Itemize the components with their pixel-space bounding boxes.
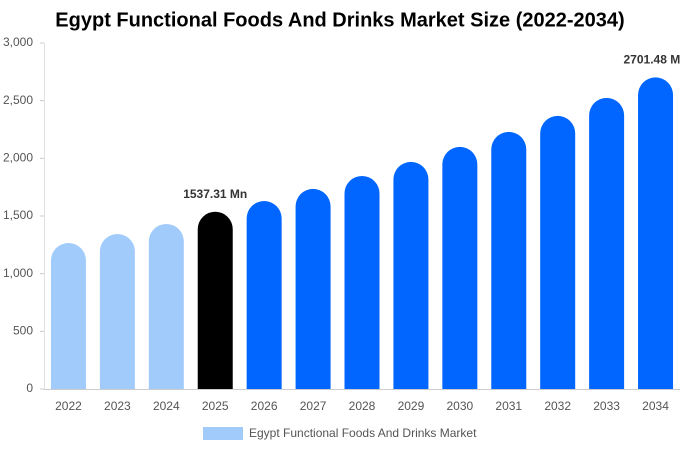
- x-tick-label: 2034: [642, 399, 669, 413]
- x-tick-label: 2033: [593, 399, 620, 413]
- bar: [50, 242, 86, 389]
- x-tick-label: 2028: [349, 399, 376, 413]
- bar: [148, 223, 184, 389]
- x-tick-label: 2022: [55, 399, 82, 413]
- x-tick-label: 2024: [153, 399, 180, 413]
- y-tick-label: 2,500: [3, 93, 33, 107]
- y-tick-label: 0: [26, 381, 33, 395]
- bar: [197, 211, 233, 389]
- bar: [589, 97, 625, 389]
- legend-label: Egypt Functional Foods And Drinks Market: [249, 426, 477, 440]
- y-tick-label: 500: [13, 324, 33, 338]
- value-label: 2701.48 Mn: [624, 53, 680, 67]
- bar: [295, 188, 331, 389]
- bar: [638, 77, 674, 389]
- y-tick-label: 1,000: [3, 266, 33, 280]
- x-tick-label: 2031: [495, 399, 522, 413]
- chart-title: Egypt Functional Foods And Drinks Market…: [55, 9, 624, 31]
- x-tick-label: 2030: [446, 399, 473, 413]
- legend-swatch: [203, 427, 243, 440]
- bar: [442, 146, 478, 389]
- bar: [540, 115, 576, 389]
- value-label: 1537.31 Mn: [183, 187, 247, 201]
- bar: [491, 131, 527, 389]
- x-tick-label: 2023: [104, 399, 131, 413]
- x-tick-label: 2027: [300, 399, 327, 413]
- x-tick-label: 2029: [398, 399, 425, 413]
- bar: [99, 233, 135, 389]
- bar: [393, 161, 429, 389]
- bar: [344, 175, 380, 389]
- y-tick-label: 3,000: [3, 35, 33, 49]
- bar: [246, 201, 282, 389]
- x-tick-label: 2026: [251, 399, 278, 413]
- x-tick-label: 2025: [202, 399, 229, 413]
- y-tick-label: 2,000: [3, 151, 33, 165]
- x-tick-label: 2032: [544, 399, 571, 413]
- y-tick-label: 1,500: [3, 208, 33, 222]
